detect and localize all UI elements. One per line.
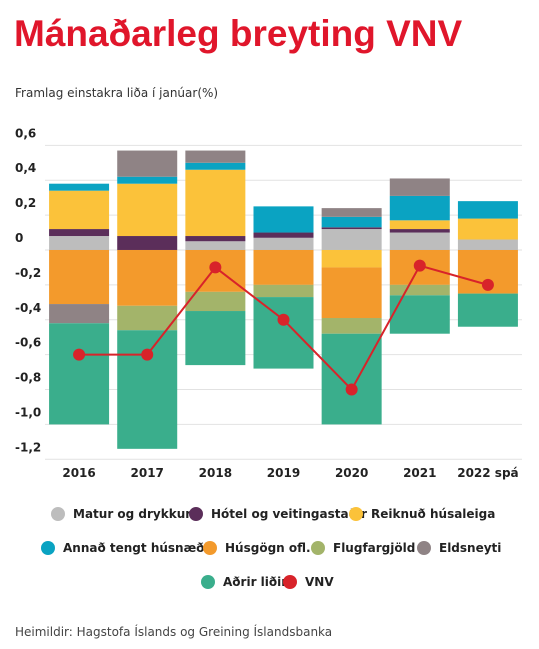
legend-label: Aðrir liðir — [223, 575, 287, 589]
bar-segment — [117, 176, 178, 184]
legend-marker — [417, 541, 431, 555]
legend-marker — [349, 507, 363, 521]
legend-label: Eldsneyti — [439, 541, 501, 555]
legend-label: Flugfargjöld — [333, 541, 415, 555]
legend-marker — [283, 575, 297, 589]
bar-segment — [253, 297, 314, 369]
line-point — [209, 261, 222, 274]
y-tick-label: -1,2 — [15, 440, 41, 454]
bar-segment — [457, 218, 518, 240]
legend-marker — [41, 541, 55, 555]
bar-segment — [253, 249, 314, 285]
bar-segment — [321, 208, 382, 217]
bar-segment — [49, 229, 110, 237]
legend-label: VNV — [305, 575, 334, 589]
bar-segment — [117, 249, 178, 306]
bar-segment — [389, 220, 450, 230]
bar-segment — [185, 150, 246, 163]
bar-segment — [49, 304, 110, 324]
bar-segment — [185, 311, 246, 366]
bar-segment — [389, 284, 450, 296]
line-point — [345, 383, 358, 396]
bar-segment — [389, 295, 450, 334]
legend-marker — [51, 507, 65, 521]
chart-subtitle: Framlag einstakra liða í janúar(%) — [15, 86, 218, 100]
bar-segment — [185, 162, 246, 170]
bar-segment — [49, 236, 110, 250]
bar-segment — [253, 284, 314, 298]
legend-marker — [311, 541, 325, 555]
y-tick-label: 0,2 — [15, 196, 36, 210]
y-tick-label: 0,6 — [15, 126, 36, 140]
bar-segment — [389, 178, 450, 196]
x-tick-label: 2022 spá — [457, 466, 518, 480]
bar-segment — [321, 267, 382, 319]
x-tick-label: 2017 — [131, 466, 164, 480]
bar-segment — [117, 330, 178, 449]
y-tick-label: 0 — [15, 231, 23, 245]
legend-marker — [201, 575, 215, 589]
bar-segment — [321, 227, 382, 230]
legend-label: Matur og drykkur — [73, 507, 191, 521]
bar-segment — [321, 333, 382, 425]
bar-segment — [117, 183, 178, 237]
y-tick-label: -0,2 — [15, 266, 41, 280]
legend-label: Annað tengt húsnæði — [63, 541, 209, 555]
bar-segment — [253, 206, 314, 233]
line-point — [481, 278, 494, 291]
y-tick-label: -1,0 — [15, 405, 41, 419]
line-point — [413, 259, 426, 272]
line-point — [73, 348, 86, 361]
bar-segment — [389, 229, 450, 233]
legend-label: Hótel og veitingastaðir — [211, 507, 367, 521]
bar-segment — [49, 183, 110, 191]
bar-segment — [185, 241, 246, 250]
bar-segment — [457, 239, 518, 250]
bar-segment — [389, 232, 450, 250]
bar-segment — [253, 232, 314, 238]
y-tick-label: 0,4 — [15, 161, 36, 175]
x-tick-label: 2021 — [403, 466, 436, 480]
bar-segment — [253, 237, 314, 250]
bar-segment — [321, 216, 382, 228]
source: Heimildir: Hagstofa Íslands og Greining … — [15, 624, 332, 639]
bar-segment — [185, 169, 246, 237]
bar-segment — [321, 318, 382, 334]
x-tick-label: 2016 — [62, 466, 95, 480]
y-tick-label: -0,8 — [15, 371, 41, 385]
bar-segment — [49, 323, 110, 425]
bar-segment — [321, 229, 382, 250]
bar-segment — [117, 150, 178, 177]
bar-segment — [117, 305, 178, 331]
y-tick-label: -0,6 — [15, 336, 41, 350]
legend-label: Reiknuð húsaleiga — [371, 507, 495, 521]
line-point — [141, 348, 154, 361]
y-tick-label: -0,4 — [15, 301, 41, 315]
bar-segment — [49, 190, 110, 230]
x-tick-label: 2020 — [335, 466, 368, 480]
legend-label: Húsgögn ofl. — [225, 541, 311, 555]
bar-segment — [321, 249, 382, 268]
bar-segment — [49, 249, 110, 305]
bar-segment — [457, 201, 518, 219]
x-tick-label: 2019 — [267, 466, 300, 480]
bar-segment — [185, 291, 246, 312]
legend-marker — [203, 541, 217, 555]
bar-segment — [117, 236, 178, 250]
line-point — [277, 313, 290, 326]
bar-segment — [185, 236, 246, 242]
x-tick-label: 2018 — [199, 466, 232, 480]
bar-segment — [457, 293, 518, 327]
legend-marker — [189, 507, 203, 521]
chart-title: Mánaðarleg breyting VNV — [14, 13, 463, 54]
bar-segment — [389, 195, 450, 221]
